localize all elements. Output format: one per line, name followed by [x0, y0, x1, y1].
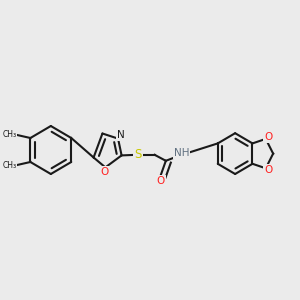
- Text: CH₃: CH₃: [2, 161, 16, 170]
- Text: CH₃: CH₃: [2, 130, 16, 139]
- Text: O: O: [264, 132, 272, 142]
- Text: NH: NH: [174, 148, 189, 158]
- Text: O: O: [264, 165, 272, 175]
- Text: S: S: [134, 148, 142, 161]
- Text: O: O: [156, 176, 165, 186]
- Text: O: O: [101, 167, 109, 177]
- Text: N: N: [116, 130, 124, 140]
